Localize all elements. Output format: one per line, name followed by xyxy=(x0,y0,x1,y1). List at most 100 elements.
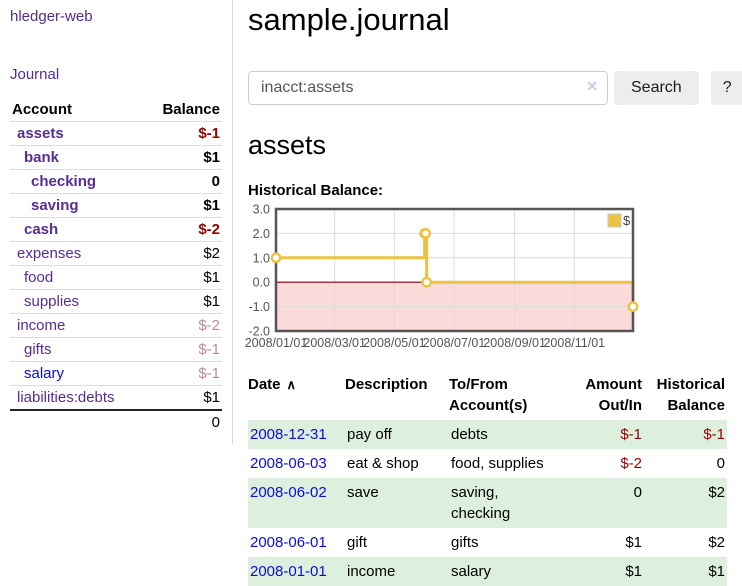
register-cell-date: 2008-06-02 xyxy=(248,478,345,528)
account-link[interactable]: salary xyxy=(24,365,64,382)
register-cell-accounts: gifts xyxy=(449,528,566,557)
y-axis-tick-label: 1.0 xyxy=(253,251,270,265)
search-button[interactable]: Search xyxy=(614,71,699,105)
account-balance: 0 xyxy=(144,170,222,194)
search-form: ✕ Search ? xyxy=(248,71,742,105)
register-row: 2008-06-02savesaving, checking0$2 xyxy=(248,478,727,528)
account-link[interactable]: gifts xyxy=(24,341,52,358)
register-cell-balance: $2 xyxy=(644,528,727,557)
account-row: liabilities:debts $1 xyxy=(10,386,222,411)
transaction-date-link[interactable]: 2008-12-31 xyxy=(250,426,327,443)
page-title: sample.journal xyxy=(248,2,742,38)
register-cell-balance: 0 xyxy=(644,449,727,478)
data-point-marker xyxy=(629,302,637,310)
search-box: ✕ xyxy=(248,71,608,105)
account-balance: $1 xyxy=(144,194,222,218)
help-button[interactable]: ? xyxy=(711,71,742,105)
legend-label: $ xyxy=(623,213,631,228)
accounts-total-spacer xyxy=(10,410,144,434)
register-cell-amount: $-1 xyxy=(566,420,644,449)
account-link[interactable]: assets xyxy=(17,125,64,142)
register-cell-description: save xyxy=(345,478,449,528)
register-cell-accounts: food, supplies xyxy=(449,449,566,478)
x-axis-tick-label: 2008/03/01 xyxy=(303,336,366,350)
accounts-total-row: 0 xyxy=(10,410,222,434)
sidebar: hledger-web Journal Account Balance asse… xyxy=(0,0,233,444)
account-balance: $1 xyxy=(144,146,222,170)
transaction-date-link[interactable]: 2008-06-02 xyxy=(250,484,327,501)
account-row: checking 0 xyxy=(10,170,222,194)
account-row: assets$-1 xyxy=(10,122,222,146)
register-header-accounts: To/From Account(s) xyxy=(449,372,566,420)
account-balance: $1 xyxy=(144,386,222,411)
y-axis-tick-label: 2.0 xyxy=(253,227,270,241)
register-cell-amount: 0 xyxy=(566,478,644,528)
transaction-date-link[interactable]: 2008-01-01 xyxy=(250,563,327,580)
account-row: expenses $2 xyxy=(10,242,222,266)
accounts-total-value: 0 xyxy=(144,410,222,434)
x-axis-tick-label: 2008/09/01 xyxy=(483,336,546,350)
chart-section-label: Historical Balance: xyxy=(248,182,742,199)
transaction-date-link[interactable]: 2008-06-03 xyxy=(250,455,327,472)
account-balance: $-1 xyxy=(144,362,222,386)
account-link[interactable]: cash xyxy=(24,221,58,238)
register-header-row: Date∧ Description To/From Account(s) Amo… xyxy=(248,372,727,420)
historical-balance-chart: $3.02.01.00.0-1.0-2.02008/01/012008/03/0… xyxy=(248,206,742,357)
y-axis-tick-label: 3.0 xyxy=(253,203,270,217)
clear-search-icon[interactable]: ✕ xyxy=(586,79,598,93)
account-balance: $1 xyxy=(144,266,222,290)
x-axis-tick-label: 2008/11/01 xyxy=(543,336,605,350)
register-header-date[interactable]: Date∧ xyxy=(248,372,345,420)
account-link[interactable]: bank xyxy=(24,149,59,166)
account-link[interactable]: liabilities:debts xyxy=(17,389,115,406)
app: hledger-web Journal Account Balance asse… xyxy=(0,0,742,586)
account-balance: $-2 xyxy=(144,218,222,242)
account-link[interactable]: expenses xyxy=(17,245,81,262)
account-link[interactable]: income xyxy=(17,317,65,334)
register-cell-balance: $-1 xyxy=(644,420,727,449)
x-axis-tick-label: 2008/01/01 xyxy=(245,336,308,350)
register-cell-date: 2008-06-01 xyxy=(248,528,345,557)
register-cell-accounts: debts xyxy=(449,420,566,449)
account-row: cash $-2 xyxy=(10,218,222,242)
account-balance: $2 xyxy=(144,242,222,266)
account-heading: assets xyxy=(248,130,742,161)
account-row: gifts $-1 xyxy=(10,338,222,362)
register-row: 2008-06-01giftgifts$1$2 xyxy=(248,528,727,557)
register-cell-description: pay off xyxy=(345,420,449,449)
register-header-description: Description xyxy=(345,372,449,420)
account-row: income $-2 xyxy=(10,314,222,338)
register-cell-amount: $-2 xyxy=(566,449,644,478)
search-input[interactable] xyxy=(248,71,608,105)
y-axis-tick-label: 0.0 xyxy=(253,276,270,290)
accounts-header-account: Account xyxy=(10,98,144,122)
main-content: sample.journal ✕ Search ? assets Histori… xyxy=(233,0,742,586)
app-brand-link[interactable]: hledger-web xyxy=(10,8,222,25)
balance-chart-svg: $3.02.01.00.0-1.0-2.02008/01/012008/03/0… xyxy=(248,206,642,357)
account-row: bank $1 xyxy=(10,146,222,170)
account-link[interactable]: supplies xyxy=(24,293,79,310)
sidebar-item-journal[interactable]: Journal xyxy=(10,66,222,83)
register-cell-date: 2008-12-31 xyxy=(248,420,345,449)
y-axis-tick-label: -1.0 xyxy=(248,300,270,314)
accounts-header-balance: Balance xyxy=(144,98,222,122)
account-link[interactable]: saving xyxy=(31,197,79,214)
account-row: salary $-1 xyxy=(10,362,222,386)
register-cell-accounts: saving, checking xyxy=(449,478,566,528)
transaction-date-link[interactable]: 2008-06-01 xyxy=(250,534,327,551)
sort-asc-icon: ∧ xyxy=(287,377,297,392)
account-link[interactable]: food xyxy=(24,269,53,286)
accounts-header-row: Account Balance xyxy=(10,98,222,122)
register-cell-date: 2008-06-03 xyxy=(248,449,345,478)
account-link[interactable]: checking xyxy=(31,173,96,190)
data-point-marker xyxy=(421,229,429,237)
account-balance: $-2 xyxy=(144,314,222,338)
account-balance: $-1 xyxy=(144,338,222,362)
register-cell-description: gift xyxy=(345,528,449,557)
x-axis-tick-label: 2008/07/01 xyxy=(423,336,486,350)
account-row: supplies$1 xyxy=(10,290,222,314)
register-cell-description: eat & shop xyxy=(345,449,449,478)
account-row: food $1 xyxy=(10,266,222,290)
accounts-table: Account Balance assets$-1bank$1checking0… xyxy=(10,98,222,434)
data-point-marker xyxy=(422,278,430,286)
